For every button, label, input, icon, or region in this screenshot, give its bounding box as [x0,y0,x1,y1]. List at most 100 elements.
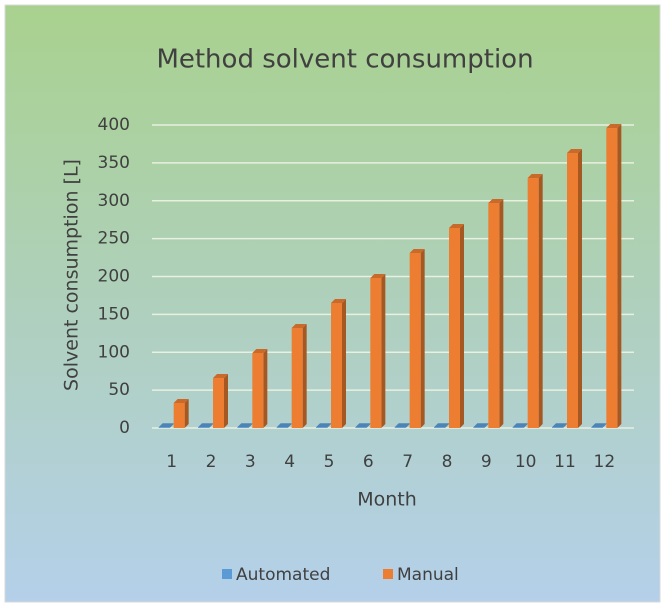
bar-top [567,149,582,154]
bar-side [209,423,213,428]
bar-top [198,423,213,428]
bar-top [434,423,449,428]
bar-top [276,423,292,428]
y-tick-label: 300 [98,191,130,211]
bar-side [224,374,228,428]
y-tick-label: 350 [98,153,130,173]
bar [158,427,170,428]
x-tick-label: 4 [284,452,295,472]
bar [512,427,524,428]
bar-top [291,324,307,329]
x-tick-label: 12 [594,452,616,472]
bar-side [169,423,174,428]
y-tick-label: 250 [98,229,130,249]
x-tick-label: 9 [481,452,492,472]
y-tick-label: 400 [98,115,130,135]
bar [606,128,618,428]
legend-label: Automated [236,565,330,585]
y-tick-label: 100 [98,342,130,362]
bar [409,253,421,428]
x-tick-label: 5 [324,452,335,472]
x-tick-label: 10 [515,452,537,472]
bar [173,403,185,428]
bar-top [591,423,607,428]
bar-top [355,423,371,428]
bar [394,427,406,428]
bar-top [394,423,410,428]
x-tick-label: 1 [166,452,177,472]
bar-side [263,349,268,428]
bar-top [237,423,253,428]
bar-side [460,224,464,428]
legend-swatch [222,569,232,579]
bar [276,427,288,428]
bar [449,228,460,428]
bar-top [409,249,425,254]
bar-top [316,423,331,428]
bar [488,203,500,428]
x-tick-label: 7 [402,452,413,472]
bar-side [327,423,331,428]
x-axis-title: Month [357,489,417,511]
bar [591,427,603,428]
bar-top [173,399,189,404]
bar [331,303,342,428]
y-tick-label: 50 [108,380,130,400]
bar [252,353,264,428]
bar-top [331,299,346,304]
y-axis-title: Solvent consumption [L] [61,159,83,391]
bar [316,427,327,428]
bar [291,328,303,428]
bar-top [252,349,268,354]
y-tick-label: 150 [98,304,130,324]
x-tick-label: 6 [363,452,374,472]
legend-swatch [383,569,393,579]
bar-top [606,124,622,129]
x-tick-label: 2 [206,452,217,472]
bar-top [158,423,174,428]
y-tick-label: 0 [119,418,130,438]
bar-side [366,423,371,428]
bar-top [527,174,543,179]
bar-side [578,149,582,428]
bar [552,427,563,428]
x-tick-label: 3 [245,452,256,472]
bar-side [287,423,292,428]
x-tick-label: 11 [554,452,576,472]
bar [527,178,539,428]
bar-top [449,224,464,229]
bar-side [302,324,307,428]
bar [473,427,485,428]
bar-side [538,174,543,428]
bar-side [499,199,504,428]
bar-side [602,423,607,428]
bar-side [523,423,528,428]
bar-side [445,423,449,428]
bar-side [381,274,386,428]
bar [213,378,224,428]
bar-side [405,423,410,428]
bar-side [563,423,567,428]
bar-top [552,423,567,428]
bar-side [248,423,253,428]
bar-side [342,299,346,428]
bar-side [184,399,189,428]
bar [237,427,249,428]
bar [434,427,445,428]
chart-title: Method solvent consumption [156,45,533,75]
bar [370,278,382,428]
bar [355,427,367,428]
y-tick-label: 200 [98,267,130,287]
legend-label: Manual [397,565,459,585]
bar [198,427,209,428]
bar-side [484,423,489,428]
x-tick-label: 8 [442,452,453,472]
bar-top [213,374,228,379]
bar-side [420,249,425,428]
bar-top [512,423,528,428]
bar-top [370,274,386,279]
bar-top [473,423,489,428]
bar-top [488,199,504,204]
bar [567,153,578,428]
